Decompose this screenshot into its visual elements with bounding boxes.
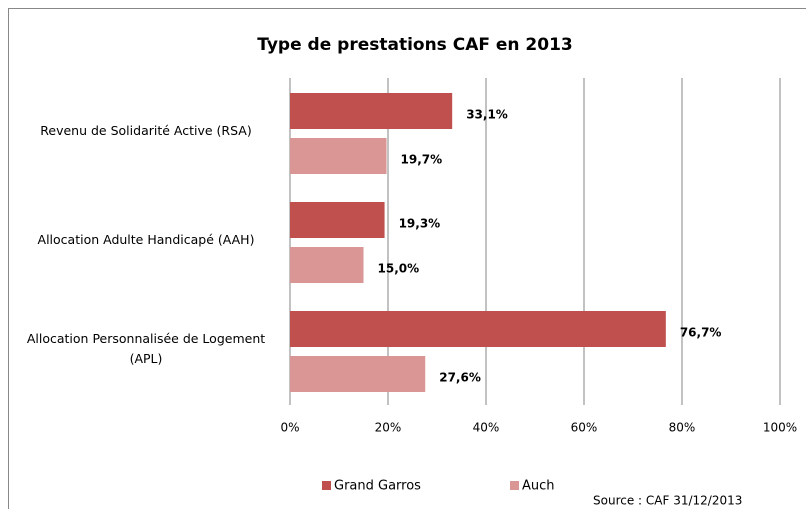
- x-tick-label: 40%: [473, 421, 500, 435]
- bar: [290, 311, 666, 347]
- value-label: 33,1%: [466, 108, 508, 122]
- x-tick-label: 100%: [763, 421, 797, 435]
- chart-title: Type de prestations CAF en 2013: [257, 35, 573, 55]
- value-label: 76,7%: [680, 326, 722, 340]
- value-label: 19,3%: [399, 217, 441, 231]
- bar: [290, 247, 364, 283]
- bar: [290, 202, 385, 238]
- legend-label: Grand Garros: [334, 479, 421, 494]
- x-tick-label: 20%: [375, 421, 402, 435]
- legend-swatch: [322, 481, 331, 490]
- value-label: 15,0%: [378, 262, 420, 276]
- bar: [290, 93, 453, 129]
- bar: [290, 356, 426, 392]
- category-label: Revenu de Solidarité Active (RSA): [40, 122, 252, 138]
- chart-border: [8, 8, 806, 509]
- legend-swatch: [510, 481, 519, 490]
- x-tick-label: 60%: [571, 421, 598, 435]
- category-label: Allocation Adulte Handicapé (AAH): [37, 231, 255, 247]
- x-tick-label: 80%: [669, 421, 696, 435]
- value-label: 19,7%: [401, 153, 443, 167]
- category-label: Allocation Personnalisée de Logement (AP…: [26, 330, 266, 366]
- value-label: 27,6%: [439, 371, 481, 385]
- x-tick-label: 0%: [280, 421, 299, 435]
- legend-label: Auch: [522, 479, 555, 494]
- source-note: Source : CAF 31/12/2013: [593, 494, 742, 508]
- bar: [290, 138, 387, 174]
